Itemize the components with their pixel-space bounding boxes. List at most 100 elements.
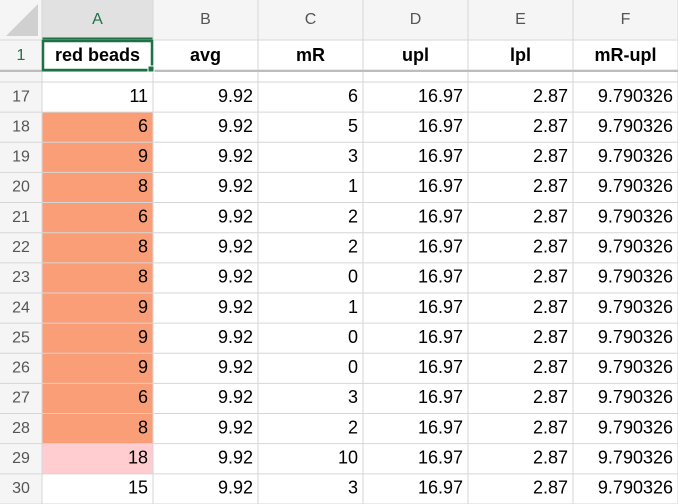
cell[interactable]: 8: [138, 417, 148, 437]
cell[interactable]: 9: [138, 297, 148, 317]
cell[interactable]: 2: [348, 206, 358, 226]
row-number[interactable]: 30: [12, 480, 30, 497]
cell[interactable]: 0: [348, 357, 358, 377]
cell[interactable]: 2.87: [533, 417, 568, 437]
cell[interactable]: 6: [138, 116, 148, 136]
column-header[interactable]: B: [200, 11, 211, 28]
cell[interactable]: 16.97: [418, 478, 463, 498]
cell[interactable]: 9.92: [218, 327, 253, 347]
cell[interactable]: 9: [138, 146, 148, 166]
header-cell[interactable]: red beads: [55, 45, 140, 65]
header-cell[interactable]: mR: [296, 45, 325, 65]
cell[interactable]: 2.87: [533, 146, 568, 166]
header-cell[interactable]: avg: [190, 45, 221, 65]
row-number[interactable]: 28: [12, 420, 30, 437]
column-header[interactable]: E: [515, 11, 526, 28]
cell[interactable]: 2: [348, 417, 358, 437]
column-header[interactable]: F: [621, 11, 631, 28]
cell[interactable]: 9.790326: [598, 206, 673, 226]
row-number[interactable]: 29: [12, 450, 30, 467]
column-header[interactable]: D: [410, 11, 422, 28]
row-number[interactable]: 21: [12, 209, 30, 226]
row-number[interactable]: 26: [12, 360, 30, 377]
header-cell[interactable]: upl: [402, 45, 429, 65]
column-header[interactable]: C: [305, 11, 317, 28]
row-number[interactable]: 25: [12, 329, 30, 346]
header-cell[interactable]: lpl: [510, 45, 531, 65]
row-number[interactable]: 23: [12, 269, 30, 286]
cell[interactable]: 16.97: [418, 267, 463, 287]
cell[interactable]: 9: [138, 357, 148, 377]
cell[interactable]: 9.92: [218, 417, 253, 437]
cell[interactable]: 9.790326: [598, 327, 673, 347]
row-number[interactable]: 19: [12, 149, 30, 166]
cell[interactable]: 9.790326: [598, 267, 673, 287]
cell[interactable]: 8: [138, 237, 148, 257]
row-number[interactable]: 17: [12, 88, 30, 105]
cell[interactable]: 16.97: [418, 86, 463, 106]
cell[interactable]: 9.790326: [598, 417, 673, 437]
cell[interactable]: 9.790326: [598, 237, 673, 257]
cell[interactable]: 2.87: [533, 387, 568, 407]
cell[interactable]: 9.92: [218, 237, 253, 257]
row-number[interactable]: 24: [12, 299, 30, 316]
row-number[interactable]: 1: [17, 47, 26, 64]
cell[interactable]: 2.87: [533, 176, 568, 196]
cell[interactable]: 9.790326: [598, 478, 673, 498]
cell[interactable]: 9.92: [218, 116, 253, 136]
cell[interactable]: 9.790326: [598, 297, 673, 317]
cell[interactable]: 0: [348, 327, 358, 347]
cell[interactable]: 3: [348, 387, 358, 407]
cell[interactable]: 9: [138, 327, 148, 347]
cell[interactable]: 9.790326: [598, 176, 673, 196]
cell[interactable]: 9.92: [218, 146, 253, 166]
cell[interactable]: 2.87: [533, 116, 568, 136]
cell[interactable]: 2.87: [533, 267, 568, 287]
header-cell[interactable]: mR-upl: [595, 45, 657, 65]
column-header[interactable]: A: [92, 11, 103, 28]
cell[interactable]: 9.92: [218, 206, 253, 226]
cell[interactable]: 10: [338, 448, 358, 468]
cell[interactable]: 6: [138, 387, 148, 407]
cell[interactable]: 16.97: [418, 237, 463, 257]
cell[interactable]: 9.92: [218, 357, 253, 377]
cell[interactable]: 9.790326: [598, 387, 673, 407]
cell[interactable]: 2.87: [533, 357, 568, 377]
cell[interactable]: 2: [348, 237, 358, 257]
cell[interactable]: 9.790326: [598, 116, 673, 136]
cell[interactable]: 9.92: [218, 478, 253, 498]
cell[interactable]: 2.87: [533, 86, 568, 106]
cell[interactable]: 9.790326: [598, 146, 673, 166]
cell[interactable]: 8: [138, 176, 148, 196]
cell[interactable]: 9.790326: [598, 448, 673, 468]
cell[interactable]: 3: [348, 146, 358, 166]
cell[interactable]: 11: [129, 86, 148, 106]
cell[interactable]: 9.92: [218, 176, 253, 196]
cell[interactable]: 16.97: [418, 417, 463, 437]
cell[interactable]: 16.97: [418, 327, 463, 347]
cell[interactable]: 16.97: [418, 448, 463, 468]
cell[interactable]: 16.97: [418, 206, 463, 226]
cell[interactable]: 2.87: [533, 478, 568, 498]
row-number[interactable]: 22: [12, 239, 30, 256]
cell[interactable]: 2.87: [533, 297, 568, 317]
cell[interactable]: 9.92: [218, 86, 253, 106]
cell[interactable]: 9.92: [218, 448, 253, 468]
cell[interactable]: 16.97: [418, 357, 463, 377]
select-all[interactable]: [6, 4, 38, 36]
cell[interactable]: 9.92: [218, 387, 253, 407]
cell[interactable]: 15: [128, 478, 148, 498]
cell[interactable]: 2.87: [533, 206, 568, 226]
cell[interactable]: 2.87: [533, 237, 568, 257]
cell[interactable]: 3: [348, 478, 358, 498]
cell[interactable]: 9.790326: [598, 86, 673, 106]
cell[interactable]: 1: [348, 176, 358, 196]
cell[interactable]: 9.92: [218, 297, 253, 317]
cell[interactable]: 9.790326: [598, 357, 673, 377]
cell[interactable]: 1: [348, 297, 358, 317]
cell[interactable]: 16.97: [418, 387, 463, 407]
cell[interactable]: 5: [348, 116, 358, 136]
cell[interactable]: 6: [138, 206, 148, 226]
row-number[interactable]: 18: [12, 118, 30, 135]
cell[interactable]: 9.92: [218, 267, 253, 287]
